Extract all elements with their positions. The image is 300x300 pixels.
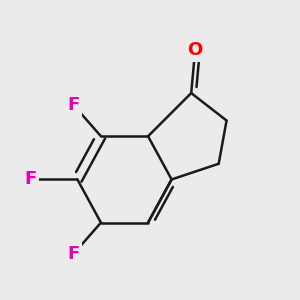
Text: F: F <box>67 245 80 263</box>
Text: O: O <box>188 41 203 59</box>
Text: F: F <box>67 96 80 114</box>
Text: F: F <box>24 170 36 188</box>
